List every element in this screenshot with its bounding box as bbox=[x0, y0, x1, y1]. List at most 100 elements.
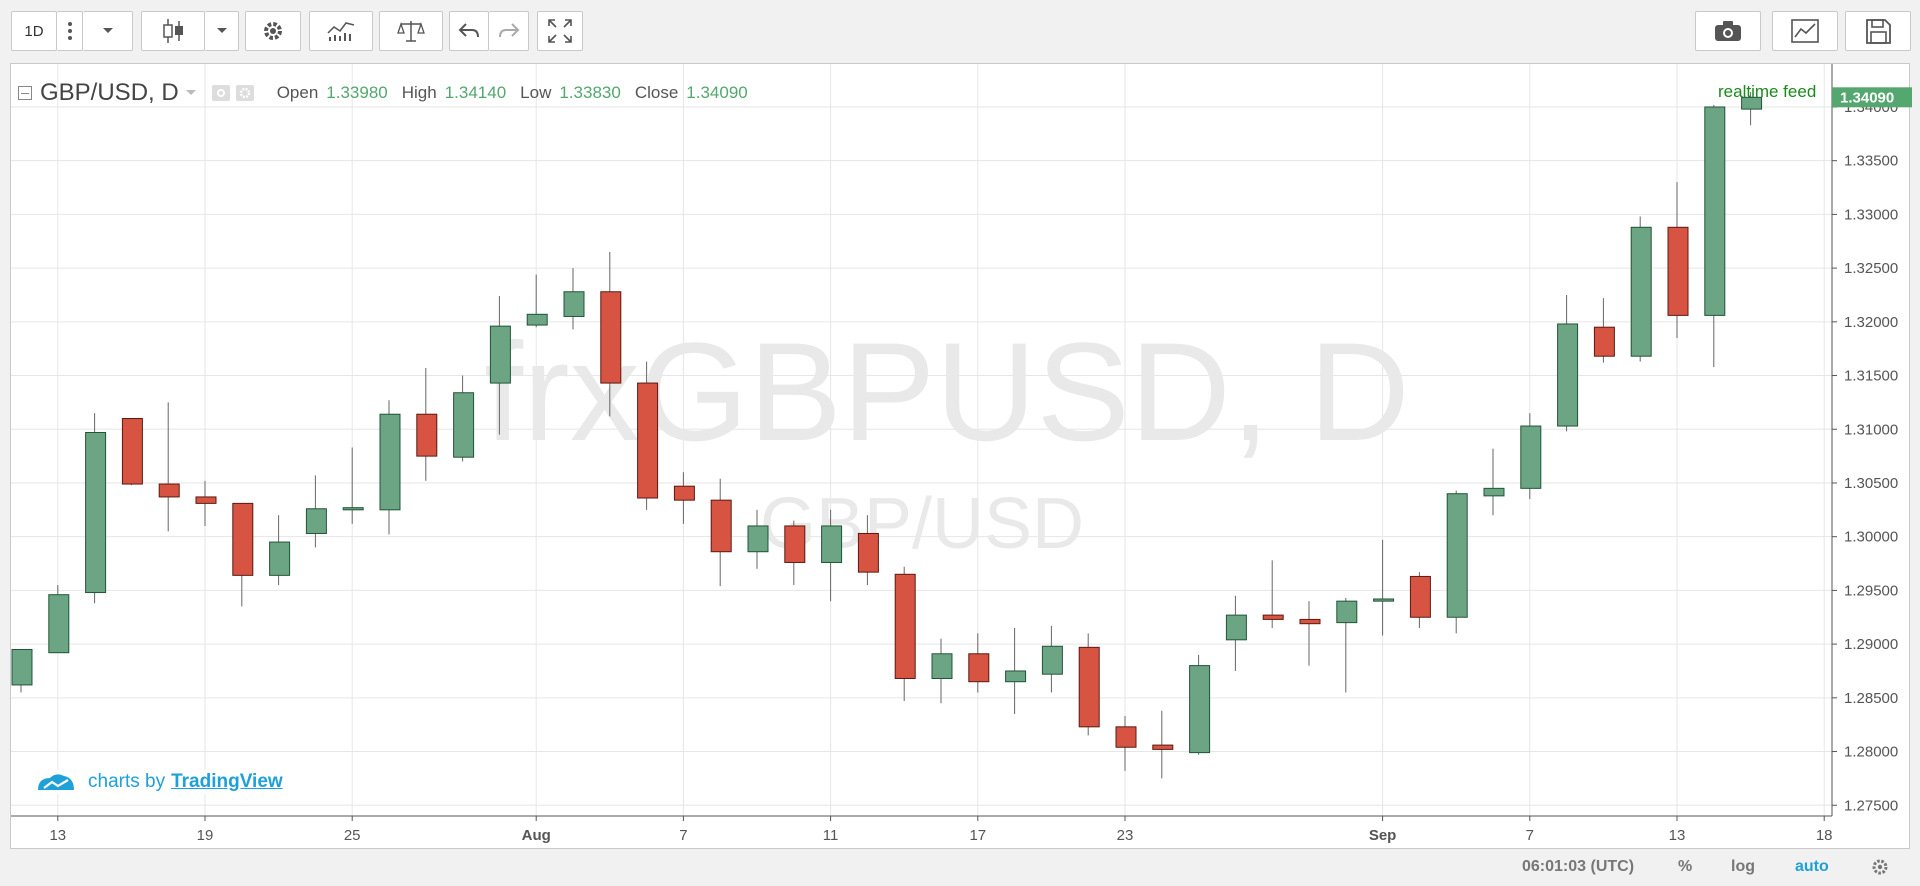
open-label: Open bbox=[276, 83, 319, 102]
candle-body bbox=[379, 413, 401, 511]
candle-body bbox=[1446, 493, 1468, 618]
x-tick-label: Aug bbox=[522, 827, 551, 844]
indicators-button[interactable] bbox=[309, 11, 373, 51]
eye-icon[interactable] bbox=[211, 84, 231, 102]
tradingview-logo-icon bbox=[38, 774, 74, 790]
utc-clock: 06:01:03 (UTC) bbox=[1522, 858, 1635, 875]
branding-prefix: charts by bbox=[88, 771, 166, 792]
low-value: 1.33830 bbox=[559, 83, 621, 102]
compare-button[interactable] bbox=[379, 11, 443, 51]
compare-icon bbox=[397, 21, 425, 42]
candle-body bbox=[269, 541, 291, 576]
candle-body bbox=[1152, 744, 1174, 750]
candle-body bbox=[894, 573, 916, 679]
snapshot-button[interactable] bbox=[1695, 11, 1761, 51]
y-tick-label: 1.28000 bbox=[1844, 744, 1898, 761]
candle-body bbox=[710, 499, 732, 553]
candle-body bbox=[85, 431, 107, 594]
low-label: Low bbox=[520, 83, 552, 102]
candle-body bbox=[821, 525, 843, 563]
candle-body bbox=[1225, 614, 1247, 641]
candle-body bbox=[1520, 425, 1542, 489]
tradingview-link[interactable]: TradingView bbox=[171, 771, 283, 792]
candle-body bbox=[637, 382, 659, 499]
dropdown-icon bbox=[102, 28, 113, 33]
indicators-icon bbox=[327, 22, 355, 41]
chart-style-button[interactable] bbox=[141, 11, 205, 51]
x-tick-label: 17 bbox=[969, 827, 986, 844]
settings-icon bbox=[264, 22, 282, 40]
close-value: 1.34090 bbox=[686, 83, 748, 102]
candle-body bbox=[1630, 226, 1652, 357]
y-tick-label: 1.28500 bbox=[1844, 690, 1898, 707]
candle-body bbox=[1704, 106, 1726, 316]
gear-icon[interactable] bbox=[235, 84, 255, 102]
interval-label: 1D bbox=[24, 22, 44, 40]
auto-toggle[interactable]: auto bbox=[1795, 858, 1829, 875]
y-tick-label: 1.29000 bbox=[1844, 636, 1898, 653]
log-toggle[interactable]: log bbox=[1731, 858, 1755, 875]
percent-toggle[interactable]: % bbox=[1678, 858, 1693, 875]
chart-pane[interactable] bbox=[10, 63, 1910, 849]
last-price-badge bbox=[1832, 87, 1912, 108]
candle-body bbox=[931, 653, 953, 679]
redo-icon bbox=[498, 23, 519, 38]
chart-properties-button[interactable] bbox=[1772, 11, 1838, 51]
scale-settings-icon[interactable] bbox=[1870, 857, 1890, 877]
dropdown-icon bbox=[216, 28, 227, 33]
x-tick-label: 13 bbox=[1669, 827, 1686, 844]
y-tick-label: 1.29500 bbox=[1844, 582, 1898, 599]
symbol-dropdown-icon[interactable] bbox=[185, 89, 197, 97]
y-tick-label: 1.30000 bbox=[1844, 529, 1898, 546]
candle-body bbox=[1078, 646, 1100, 728]
candle-body bbox=[1741, 96, 1763, 110]
redo-button[interactable] bbox=[489, 11, 529, 51]
candle-body bbox=[195, 496, 217, 504]
y-tick-label: 1.32500 bbox=[1844, 260, 1898, 277]
x-tick-label: Sep bbox=[1369, 827, 1397, 844]
x-tick-label: 25 bbox=[344, 827, 361, 844]
close-label: Close bbox=[634, 83, 679, 102]
undo-button[interactable] bbox=[449, 11, 489, 51]
candle-body bbox=[453, 392, 475, 458]
candle-body bbox=[1262, 614, 1284, 620]
interval-button[interactable]: 1D bbox=[11, 11, 57, 51]
more-intervals-button[interactable] bbox=[57, 11, 83, 51]
interval-dropdown-button[interactable] bbox=[83, 11, 133, 51]
chart-style-dropdown-button[interactable] bbox=[205, 11, 239, 51]
watermark-sub: GBP/USD bbox=[760, 484, 1084, 564]
high-value: 1.34140 bbox=[444, 83, 507, 102]
candle-body bbox=[1115, 726, 1137, 748]
candle-body bbox=[526, 313, 548, 326]
fullscreen-icon bbox=[548, 19, 572, 43]
candle-body bbox=[1005, 670, 1027, 683]
candle-body bbox=[1409, 575, 1431, 618]
undo-icon bbox=[458, 23, 479, 38]
settings-button[interactable] bbox=[245, 11, 301, 51]
last-price-text: 1.34090 bbox=[1840, 89, 1894, 106]
x-tick-label: 13 bbox=[49, 827, 66, 844]
x-tick-label: 7 bbox=[1526, 827, 1534, 844]
more-icon bbox=[67, 22, 72, 40]
candle-body bbox=[342, 507, 364, 511]
symbol-title[interactable]: GBP/USD, D bbox=[40, 79, 179, 106]
candles-icon bbox=[163, 19, 183, 43]
y-tick-label: 1.31000 bbox=[1844, 421, 1898, 438]
save-icon bbox=[1866, 19, 1891, 44]
candle-body bbox=[1299, 618, 1321, 625]
watermark-main: frxGBPUSD, D bbox=[484, 313, 1410, 470]
candle-body bbox=[747, 525, 769, 553]
bottom-bar: 06:01:03 (UTC) % log auto bbox=[0, 849, 1920, 886]
candle-body bbox=[857, 532, 879, 573]
fullscreen-button[interactable] bbox=[537, 11, 583, 51]
collapse-legend-icon[interactable] bbox=[18, 86, 32, 100]
y-tick-label: 1.32000 bbox=[1844, 314, 1898, 331]
save-button[interactable] bbox=[1845, 11, 1911, 51]
candle-body bbox=[1593, 326, 1615, 357]
candle-body bbox=[1373, 598, 1395, 602]
y-tick-label: 1.30500 bbox=[1844, 475, 1898, 492]
candle-body bbox=[489, 325, 511, 384]
series-legend: GBP/USD, D Open 1.33980 High 1.34140 Low… bbox=[18, 79, 748, 107]
top-toolbar: 1D bbox=[0, 0, 1920, 62]
